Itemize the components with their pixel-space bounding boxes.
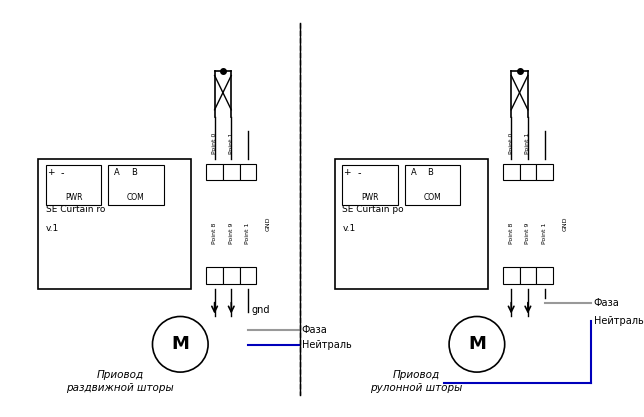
Text: Point 0: Point 0 xyxy=(212,133,217,154)
Text: Фаза: Фаза xyxy=(301,325,327,335)
Text: Point 1: Point 1 xyxy=(542,222,547,244)
Text: Point 9: Point 9 xyxy=(526,222,531,244)
Bar xyxy=(223,267,240,284)
Text: v.1: v.1 xyxy=(343,224,355,233)
Text: M: M xyxy=(171,335,189,353)
Bar xyxy=(206,267,223,284)
Bar xyxy=(206,163,223,180)
Text: Point 0: Point 0 xyxy=(509,133,514,154)
Text: -: - xyxy=(61,168,64,178)
Text: Point 1: Point 1 xyxy=(526,133,531,154)
Text: GND: GND xyxy=(266,216,271,231)
Text: рулонной шторы: рулонной шторы xyxy=(370,383,463,393)
Bar xyxy=(520,267,536,284)
Text: +: + xyxy=(343,168,351,177)
Text: gnd: gnd xyxy=(252,305,270,315)
Bar xyxy=(536,163,553,180)
Text: -: - xyxy=(357,168,361,178)
Bar xyxy=(335,159,488,289)
Text: Нейтраль: Нейтраль xyxy=(301,340,352,350)
Text: B: B xyxy=(131,168,137,177)
Text: v.1: v.1 xyxy=(46,224,59,233)
Bar xyxy=(343,166,398,205)
Text: Point 1: Point 1 xyxy=(229,133,234,154)
Text: Приовод: Приовод xyxy=(393,370,440,380)
Text: +: + xyxy=(47,168,54,177)
Text: PWR: PWR xyxy=(361,193,379,202)
Text: Point 8: Point 8 xyxy=(212,222,217,244)
Text: Point 9: Point 9 xyxy=(229,222,234,244)
Text: Приовод: Приовод xyxy=(97,370,144,380)
Text: Point 8: Point 8 xyxy=(509,222,514,244)
Bar xyxy=(404,166,460,205)
Text: PWR: PWR xyxy=(65,193,82,202)
Bar xyxy=(46,166,102,205)
Bar xyxy=(223,163,240,180)
Text: Фаза: Фаза xyxy=(594,298,620,308)
Text: COM: COM xyxy=(424,193,441,202)
Bar xyxy=(108,166,164,205)
Text: раздвижной шторы: раздвижной шторы xyxy=(66,383,174,393)
Bar xyxy=(503,163,520,180)
Bar xyxy=(520,163,536,180)
Bar xyxy=(39,159,191,289)
Text: Нейтраль: Нейтраль xyxy=(594,316,643,326)
Bar xyxy=(503,267,520,284)
Bar xyxy=(536,267,553,284)
Text: SE Curtain ro: SE Curtain ro xyxy=(46,206,105,214)
Text: Point 1: Point 1 xyxy=(245,222,251,244)
Text: A: A xyxy=(411,168,417,177)
Bar xyxy=(240,267,256,284)
Text: M: M xyxy=(468,335,486,353)
Text: SE Curtain po: SE Curtain po xyxy=(343,206,404,214)
Bar xyxy=(240,163,256,180)
Text: A: A xyxy=(115,168,120,177)
Circle shape xyxy=(153,317,208,372)
Text: B: B xyxy=(428,168,433,177)
Text: GND: GND xyxy=(562,216,567,231)
Circle shape xyxy=(449,317,505,372)
Text: COM: COM xyxy=(127,193,145,202)
